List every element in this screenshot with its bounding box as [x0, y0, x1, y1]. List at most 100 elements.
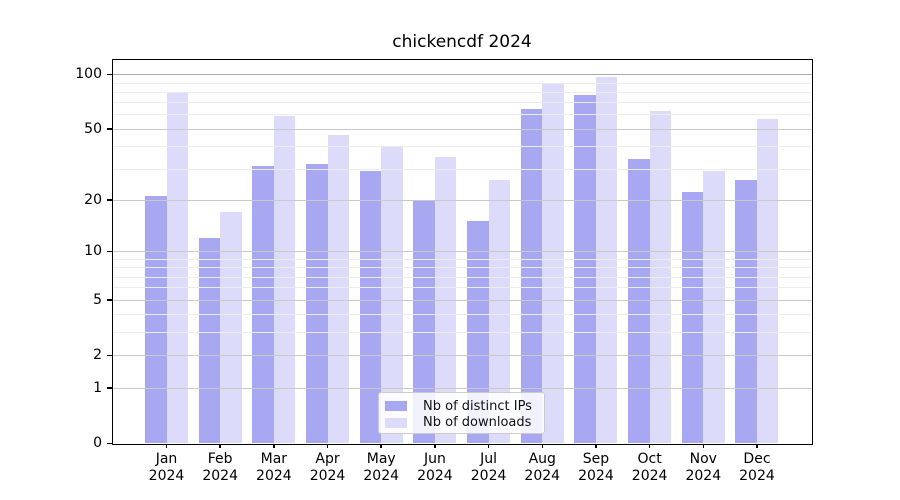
year-line: 2024: [148, 467, 185, 484]
bar-downloads-jun-2024: [434, 156, 457, 443]
y-tick-mark-100: [107, 73, 112, 76]
bar-downloads-may-2024: [381, 146, 403, 443]
minor-gridline-8: [113, 267, 812, 269]
x-tick-label-mar-2024: Mar 2024: [246, 451, 302, 484]
y-tick-mark-5: [107, 299, 112, 301]
x-tick-label-dec-2024: Dec 2024: [729, 451, 785, 484]
y-tick-label-0: 0: [93, 435, 102, 451]
x-tick-label-jun-2024: Jun 2024: [407, 451, 463, 484]
x-tick-mark-apr: [326, 444, 329, 448]
minor-gridline-4: [113, 314, 812, 316]
month-line: Oct: [637, 451, 662, 467]
y-tick-label-5: 5: [93, 291, 102, 308]
month-line: Jul: [480, 451, 498, 467]
year-line: 2024: [202, 467, 238, 484]
month-line: Jun: [423, 451, 446, 467]
year-line: 2024: [363, 467, 400, 484]
bar-distinct-ips-mar-2024: [252, 166, 274, 443]
major-gridline-1: [113, 387, 812, 389]
x-tick-mark-mar: [273, 444, 275, 448]
bar-distinct-ips-jun-2024: [413, 199, 435, 443]
x-tick-label-feb-2024: Feb 2024: [192, 451, 248, 484]
y-tick-mark-50: [107, 128, 112, 130]
year-line: 2024: [417, 467, 453, 484]
minor-gridline-40: [113, 146, 812, 148]
legend-label-distinct-ips: Nb of distinct IPs: [423, 398, 532, 414]
bar-distinct-ips-jan-2024: [145, 195, 167, 443]
month-line: Dec: [743, 451, 771, 467]
year-line: 2024: [631, 467, 668, 484]
minor-gridline-80: [113, 91, 812, 93]
x-tick-label-nov-2024: Nov 2024: [675, 451, 731, 484]
y-tick-mark-1: [107, 387, 112, 389]
y-tick-label-1: 1: [93, 379, 102, 396]
major-gridline-100: [113, 74, 812, 76]
month-line: Jan: [155, 451, 178, 467]
year-line: 2024: [309, 467, 346, 484]
major-gridline-50: [113, 128, 812, 130]
bar-distinct-ips-jul-2024: [467, 221, 489, 443]
legend-item-downloads: Nb of downloads: [385, 415, 536, 432]
month-line: Aug: [528, 451, 556, 467]
minor-gridline-6: [113, 287, 812, 289]
major-gridline-2: [113, 355, 812, 357]
minor-gridline-30: [113, 168, 812, 170]
x-tick-label-sep-2024: Sep 2024: [568, 451, 624, 484]
minor-gridline-7: [113, 276, 812, 278]
x-tick-label-jan-2024: Jan 2024: [139, 451, 195, 484]
month-line: May: [366, 451, 396, 467]
y-tick-label-20: 20: [84, 191, 102, 208]
bar-downloads-oct-2024: [649, 110, 672, 443]
x-tick-label-jul-2024: Jul 2024: [461, 451, 517, 484]
x-tick-mark-feb: [219, 444, 221, 448]
legend: Nb of distinct IPs Nb of downloads: [378, 392, 545, 434]
month-line: Nov: [689, 451, 717, 467]
y-tick-label-10: 10: [84, 243, 102, 260]
y-tick-label-2: 2: [93, 347, 102, 364]
year-line: 2024: [524, 467, 561, 484]
y-tick-mark-10: [107, 250, 112, 253]
x-tick-mark-jan: [165, 444, 168, 448]
y-tick-mark-0: [107, 442, 112, 444]
major-gridline-5: [113, 299, 812, 301]
x-tick-mark-aug: [541, 444, 543, 448]
year-line: 2024: [256, 467, 292, 484]
month-line: Feb: [207, 451, 233, 467]
minor-gridline-70: [113, 102, 812, 104]
x-tick-label-oct-2024: Oct 2024: [622, 451, 678, 484]
x-tick-mark-nov: [702, 444, 705, 448]
bar-downloads-feb-2024: [220, 212, 242, 443]
x-tick-mark-oct: [648, 444, 651, 448]
minor-gridline-9: [113, 258, 812, 260]
y-tick-label-100: 100: [75, 66, 102, 83]
bar-downloads-dec-2024: [756, 118, 779, 443]
year-line: 2024: [470, 467, 507, 484]
bar-downloads-apr-2024: [327, 135, 350, 443]
legend-label-downloads: Nb of downloads: [423, 415, 532, 431]
x-tick-label-apr-2024: Apr 2024: [300, 451, 356, 484]
y-tick-label-50: 50: [84, 120, 102, 137]
legend-item-distinct-ips: Nb of distinct IPs: [385, 398, 536, 415]
x-tick-mark-sep: [595, 444, 597, 448]
year-line: 2024: [685, 467, 722, 484]
x-tick-label-may-2024: May 2024: [353, 451, 409, 484]
bar-distinct-ips-dec-2024: [735, 179, 757, 443]
x-tick-label-aug-2024: Aug 2024: [514, 451, 570, 484]
bar-distinct-ips-apr-2024: [306, 163, 328, 443]
bar-distinct-ips-feb-2024: [198, 238, 221, 443]
month-line: Mar: [260, 451, 288, 467]
y-tick-mark-20: [107, 199, 112, 201]
bar-downloads-jul-2024: [488, 179, 511, 443]
minor-gridline-90: [113, 82, 812, 84]
bar-downloads-nov-2024: [703, 171, 725, 443]
chart-title: chickencdf 2024: [392, 32, 532, 52]
month-line: Apr: [315, 451, 340, 467]
minor-gridline-3: [113, 332, 812, 334]
bar-distinct-ips-may-2024: [359, 171, 382, 443]
legend-swatch-downloads: [385, 417, 407, 428]
major-gridline-10: [113, 251, 812, 253]
year-line: 2024: [739, 467, 775, 484]
bar-distinct-ips-aug-2024: [520, 109, 543, 443]
plot-area: [112, 59, 813, 445]
